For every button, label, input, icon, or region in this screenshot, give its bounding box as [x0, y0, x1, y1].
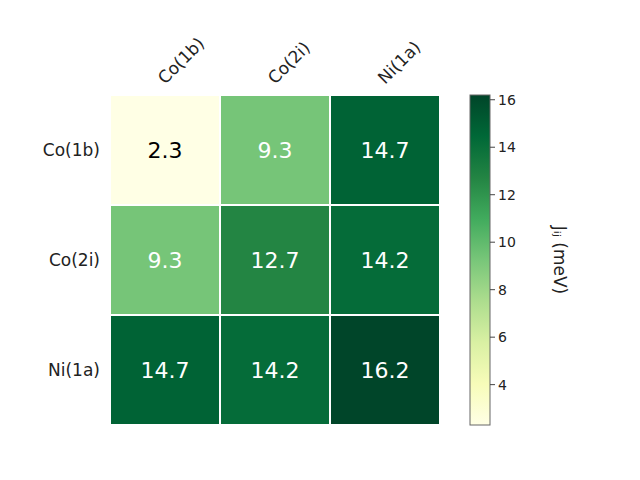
x-tick-label: Co(2i) [264, 38, 314, 88]
x-tick-label: Ni(1a) [374, 37, 425, 88]
colorbar-scale [470, 95, 490, 425]
heatmap-cell [220, 205, 330, 315]
x-axis: Co(1b) Co(2i) Ni(1a) [154, 33, 425, 88]
colorbar-tick-label: 16 [498, 92, 516, 108]
cell-label: 16.2 [361, 358, 410, 383]
heatmap-cell [110, 205, 220, 315]
chart-container: 2.39.314.79.312.714.214.714.216.2Co(1b)C… [0, 0, 640, 480]
cells [110, 95, 440, 425]
y-tick-label: Co(2i) [49, 250, 100, 270]
heatmap-cell [330, 315, 440, 425]
heatmap-cell [330, 95, 440, 205]
cell-label: 2.3 [148, 138, 183, 163]
cell-label: 12.7 [251, 248, 300, 273]
cell-label: 14.7 [361, 138, 410, 163]
colorbar-tick-label: 12 [498, 187, 516, 203]
colorbar-tick [490, 147, 495, 148]
colorbar-label: Jᵢⱼ (meV) [550, 225, 570, 294]
heatmap-cell [220, 315, 330, 425]
colorbar-tick [490, 337, 495, 338]
heatmap-cell [220, 95, 330, 205]
heatmap-cell [110, 95, 220, 205]
cell-label: 14.7 [141, 358, 190, 383]
cell-label: 14.2 [361, 248, 410, 273]
chart: 2.39.314.79.312.714.214.714.216.2Co(1b)C… [0, 0, 640, 480]
colorbar-tick [490, 99, 495, 100]
colorbar-tick-label: 4 [498, 377, 507, 393]
colorbar-tick-label: 8 [498, 282, 507, 298]
colorbar: 4 6 8 10 12 14 16 Jᵢⱼ (meV) [470, 92, 570, 425]
colorbar-tick-label: 14 [498, 139, 516, 155]
colorbar-tick-label: 10 [498, 234, 516, 250]
cell-label: 9.3 [148, 248, 183, 273]
cell-label: 14.2 [251, 358, 300, 383]
y-tick-label: Ni(1a) [48, 360, 100, 380]
colorbar-tick [490, 242, 495, 243]
heatmap-cell [110, 315, 220, 425]
y-tick-label: Co(1b) [43, 140, 100, 160]
cell-label: 9.3 [258, 138, 293, 163]
x-tick-label: Co(1b) [154, 33, 209, 88]
y-axis: Co(1b) Co(2i) Ni(1a) [43, 140, 100, 380]
cell-labels: 2.3 9.3 14.7 9.3 12.7 14.2 14.7 14.2 16.2 [141, 138, 410, 383]
colorbar-tick-label: 6 [498, 329, 507, 345]
heatmap-cell [330, 205, 440, 315]
colorbar-tick [490, 289, 495, 290]
colorbar-tick [490, 194, 495, 195]
colorbar-tick [490, 384, 495, 385]
